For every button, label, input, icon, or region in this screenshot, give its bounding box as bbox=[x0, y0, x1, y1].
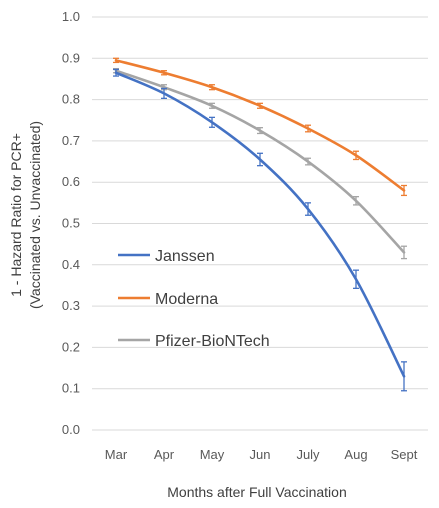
legend-label: Janssen bbox=[155, 248, 215, 265]
x-tick-label: Aug bbox=[344, 447, 367, 462]
error-bar bbox=[401, 361, 407, 392]
series-line-janssen bbox=[114, 71, 406, 378]
y-tick-label: 0.9 bbox=[62, 50, 80, 65]
legend-item-janssen: Janssen bbox=[118, 248, 215, 265]
error-bar bbox=[305, 157, 311, 166]
error-bar bbox=[257, 127, 263, 135]
error-bar bbox=[353, 196, 359, 206]
error-bar bbox=[353, 150, 359, 161]
x-tick-label: May bbox=[200, 447, 225, 462]
x-tick-label: Sept bbox=[391, 447, 418, 462]
error-bar bbox=[257, 102, 263, 109]
y-tick-label: 0.0 bbox=[62, 422, 80, 437]
error-bar bbox=[305, 202, 311, 216]
y-tick-label: 0.3 bbox=[62, 298, 80, 313]
y-tick-label: 0.7 bbox=[62, 133, 80, 148]
y-tick-label: 1.0 bbox=[62, 9, 80, 24]
y-axis-title-line1: 1 - Hazard Ratio for PCR+ bbox=[8, 133, 24, 297]
y-tick-label: 0.6 bbox=[62, 174, 80, 189]
legend: Janssen Moderna Pfizer-BioNTech bbox=[118, 248, 270, 350]
error-bar bbox=[257, 152, 263, 167]
series-janssen bbox=[113, 68, 407, 392]
y-tick-label: 0.4 bbox=[62, 257, 80, 272]
x-axis-title: Months after Full Vaccination bbox=[167, 484, 347, 500]
y-axis-title-line2: (Vaccinated vs. Unvaccinated) bbox=[27, 121, 43, 309]
error-bar bbox=[161, 70, 167, 76]
error-bar bbox=[401, 245, 407, 260]
legend-item-moderna: Moderna bbox=[118, 291, 218, 308]
x-tick-label: Mar bbox=[105, 447, 128, 462]
y-tick-label: 0.2 bbox=[62, 339, 80, 354]
x-tick-label: Apr bbox=[154, 447, 175, 462]
y-axis-ticks: 0.0 0.1 0.2 0.3 0.4 0.5 0.6 0.7 0.8 0.9 1.0 bbox=[62, 9, 80, 437]
y-tick-label: 0.1 bbox=[62, 381, 80, 396]
error-bar bbox=[113, 68, 119, 77]
error-bar bbox=[209, 116, 215, 128]
legend-item-pfizer-biontech: Pfizer-BioNTech bbox=[118, 333, 270, 350]
series-moderna bbox=[113, 57, 407, 197]
error-bar bbox=[305, 124, 311, 133]
series-line-moderna bbox=[114, 59, 406, 192]
y-tick-label: 0.8 bbox=[62, 92, 80, 107]
legend-label: Pfizer-BioNTech bbox=[155, 333, 270, 350]
error-bar bbox=[209, 84, 215, 91]
gridlines bbox=[92, 16, 428, 431]
error-bar bbox=[209, 102, 215, 109]
x-tick-label: July bbox=[296, 447, 320, 462]
series-lines bbox=[113, 57, 407, 392]
y-tick-label: 0.5 bbox=[62, 216, 80, 231]
x-tick-label: Jun bbox=[250, 447, 271, 462]
error-bar bbox=[401, 184, 407, 197]
error-bar bbox=[113, 57, 119, 64]
error-bar bbox=[161, 87, 167, 100]
error-bar bbox=[353, 269, 359, 289]
x-axis-ticks: Mar Apr May Jun July Aug Sept bbox=[105, 447, 418, 462]
legend-label: Moderna bbox=[155, 291, 218, 308]
